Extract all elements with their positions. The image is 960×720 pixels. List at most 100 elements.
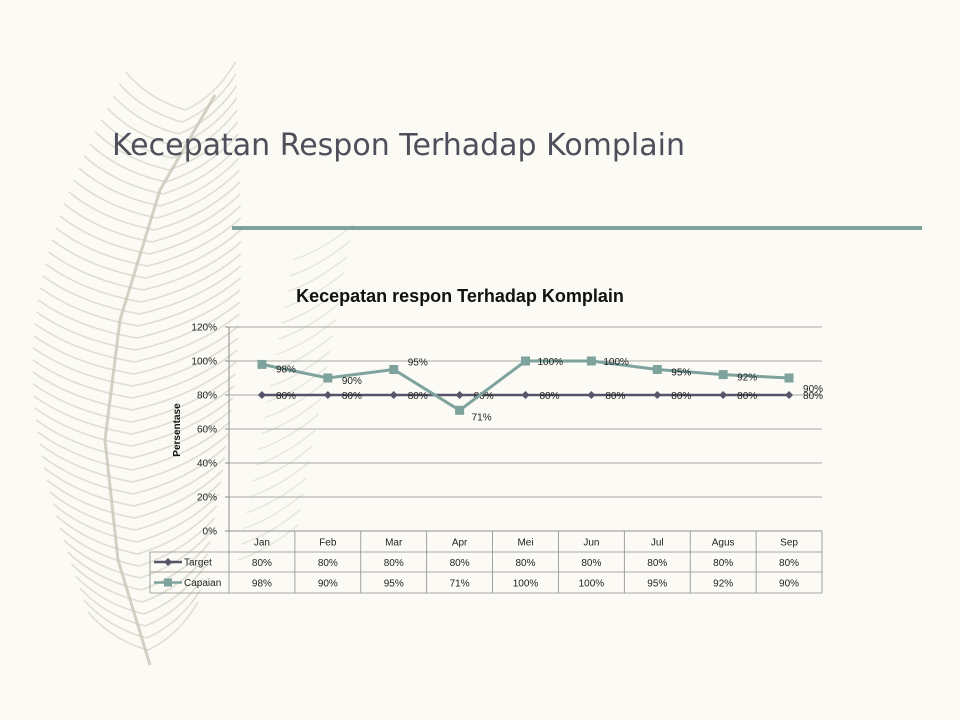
feather-barb (118, 83, 183, 123)
table-cell: 100% (513, 579, 539, 590)
data-point (257, 391, 266, 399)
table-cell: 95% (384, 579, 404, 590)
data-table: Jan Feb Mar Apr Mei Jun Jul Agus Sep Target 80% 80%… (149, 530, 823, 594)
feather-barb (48, 251, 144, 291)
data-label: 90% (803, 384, 823, 395)
feather-barb (83, 155, 164, 195)
feather-barb (137, 505, 218, 555)
feather-barb (70, 563, 143, 603)
y-tick-label: 80% (197, 391, 217, 402)
chart-title: Kecepatan respon Terhadap Komplain (296, 286, 624, 306)
data-label: 80% (605, 391, 625, 402)
table-cell: 95% (647, 579, 667, 590)
table-cell: 80% (515, 558, 535, 569)
feather-barb (154, 181, 241, 231)
feather-barb (131, 373, 236, 423)
feather-barb (132, 349, 238, 399)
data-point (389, 391, 398, 399)
feather-barb (32, 347, 134, 387)
feather-barb (132, 361, 237, 411)
data-point (323, 391, 332, 399)
feather-barb (252, 445, 313, 482)
data-label: 80% (474, 391, 494, 402)
data-point (652, 365, 662, 374)
feather-barb (32, 359, 133, 399)
feather-barb (168, 121, 239, 171)
feather-barb (39, 287, 139, 327)
legend-marker (164, 558, 172, 566)
feather-barb (132, 421, 231, 471)
x-tick-label: Mei (517, 538, 533, 549)
feather-barb (138, 277, 242, 327)
feather-barb (55, 515, 138, 555)
data-label: 80% (342, 391, 362, 402)
data-point (323, 373, 333, 383)
feather-barb (83, 599, 147, 639)
data-label: 100% (603, 357, 629, 368)
data-point (257, 359, 267, 369)
feather-barb (289, 240, 351, 277)
feather-barb (125, 71, 186, 111)
x-tick-label: Jan (254, 538, 270, 549)
feather-barb (162, 145, 240, 195)
feather-barb (260, 398, 322, 435)
table-cell: 71% (450, 579, 470, 590)
y-tick-label: 120% (191, 323, 217, 334)
feather-barb (131, 409, 232, 459)
slide-title: Kecepatan Respon Terhadap Komplain (112, 128, 686, 163)
feather-barb (35, 311, 136, 351)
feather-barb (171, 109, 238, 159)
title-rule (232, 226, 922, 230)
x-tick-label: Agus (712, 538, 735, 549)
x-tick-label: Jun (583, 538, 599, 549)
feather-barb (185, 61, 237, 111)
x-tick-label: Feb (319, 538, 337, 549)
y-tick-label: 100% (191, 357, 217, 368)
data-label: 92% (737, 373, 757, 384)
feather-barb (178, 85, 238, 135)
y-tick-label: 20% (197, 493, 217, 504)
feather-barb (87, 611, 149, 651)
table-cell: 80% (779, 558, 799, 569)
feather-barb (284, 271, 345, 309)
data-point (719, 391, 728, 399)
feather-barb (34, 407, 132, 447)
data-point (718, 370, 728, 380)
x-tick-label: Jul (651, 538, 664, 549)
feather-barb (275, 319, 337, 356)
x-tick-label: Apr (452, 538, 468, 549)
feather-barb (143, 241, 242, 291)
feather-barb (243, 492, 305, 530)
y-axis-ticks: 0% 20% 40% 60% 80% 100% 120% (191, 323, 217, 538)
feather-barb (146, 589, 202, 639)
feather-barb (134, 469, 224, 519)
data-point (586, 356, 596, 366)
feather-barb (112, 95, 179, 135)
feather-decoration (32, 61, 354, 666)
feather-barb (131, 385, 235, 435)
y-tick-label: 0% (203, 527, 218, 538)
feather-barb (292, 224, 354, 261)
feather-barb (135, 301, 241, 351)
table-cell: 80% (647, 558, 667, 569)
feather-barb (37, 299, 138, 339)
feather-barb (266, 366, 328, 403)
table-cell: 80% (581, 558, 601, 569)
feather-barb (136, 493, 220, 543)
table-cell: 80% (450, 558, 470, 569)
feather-barb (147, 601, 199, 651)
feather-barb (94, 131, 170, 171)
feather-barb (59, 215, 150, 255)
data-point (455, 391, 464, 399)
data-point (389, 365, 399, 374)
feather-barb (139, 529, 213, 579)
feather-barb (175, 97, 238, 147)
feather-barb (249, 461, 311, 498)
feather-barb (79, 587, 146, 627)
table-cell: 100% (579, 579, 605, 590)
feather-barb (147, 217, 242, 267)
feather-barb (133, 445, 228, 495)
feather-barb (106, 107, 176, 147)
legend-label: Target (184, 558, 212, 569)
